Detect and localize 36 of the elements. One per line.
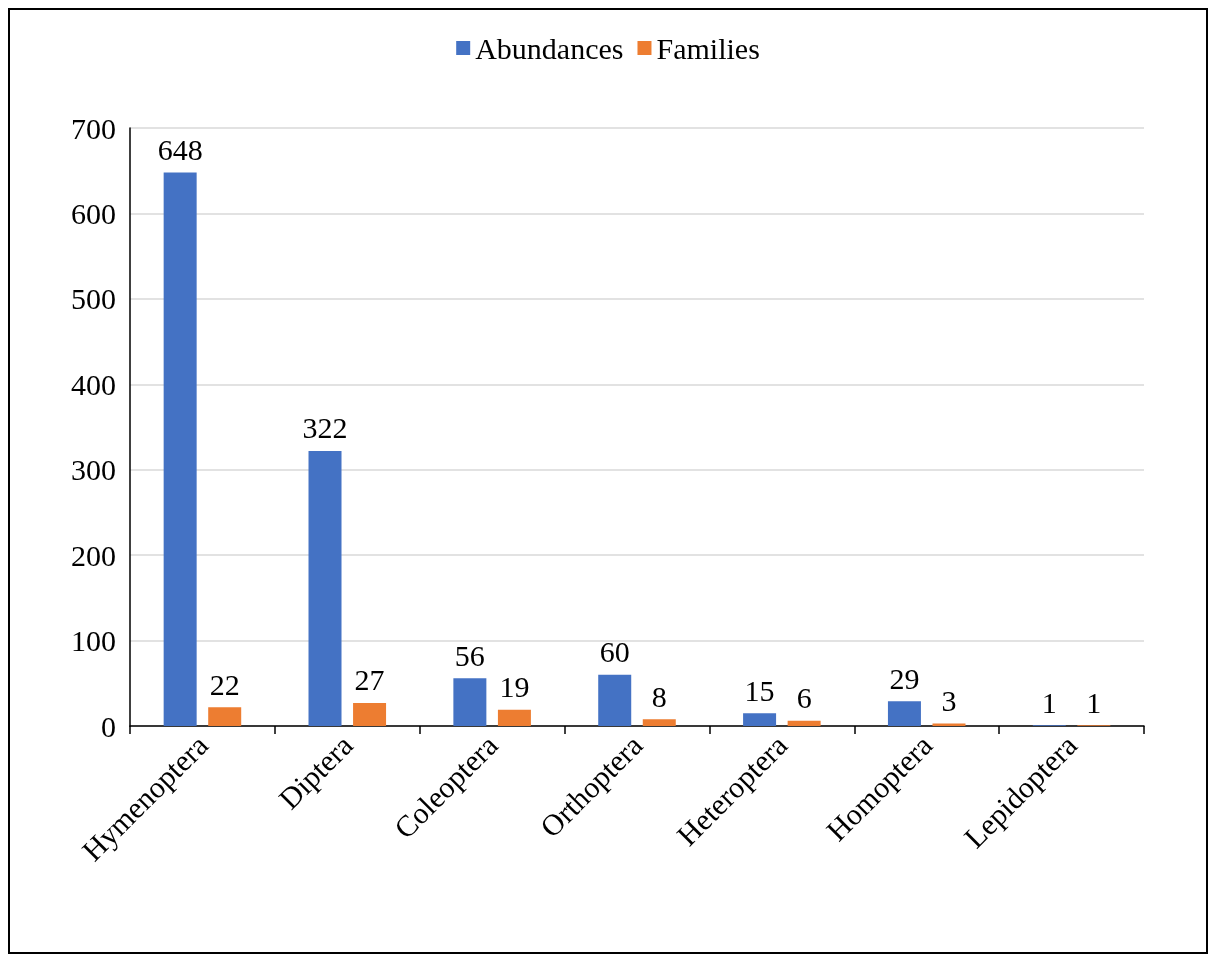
y-tick-label: 700	[71, 111, 116, 145]
data-label: 6	[796, 681, 812, 715]
y-tick-label: 200	[71, 538, 116, 572]
y-tick-label: 0	[101, 709, 116, 743]
y-tick-label: 400	[71, 367, 116, 401]
data-label: 1	[1086, 685, 1102, 719]
bar	[163, 172, 197, 726]
data-label: 8	[651, 679, 667, 713]
data-label: 60	[599, 635, 630, 669]
data-label: 1	[1041, 685, 1057, 719]
bar	[642, 719, 676, 726]
data-label: 648	[157, 132, 203, 166]
data-label: 56	[454, 638, 485, 672]
y-tick-label: 300	[71, 453, 116, 487]
legend-label: Families	[656, 31, 760, 65]
data-label: 29	[889, 661, 920, 695]
bar	[787, 720, 821, 726]
data-label: 15	[744, 673, 775, 707]
bar	[743, 713, 777, 726]
data-label: 22	[209, 667, 240, 701]
bar	[887, 701, 921, 726]
bar	[598, 674, 632, 726]
y-tick-label: 500	[71, 282, 116, 316]
data-label: 3	[941, 683, 957, 717]
bar	[353, 702, 387, 726]
bar	[497, 709, 531, 726]
data-label: 19	[499, 670, 530, 704]
legend-label: Abundances	[475, 31, 624, 65]
bar	[453, 678, 487, 726]
bar	[208, 707, 242, 726]
y-tick-label: 100	[71, 624, 116, 658]
data-label: 27	[354, 663, 385, 697]
bar	[932, 723, 966, 726]
y-tick-label: 600	[71, 196, 116, 230]
data-label: 322	[302, 411, 348, 445]
bar	[308, 450, 342, 726]
